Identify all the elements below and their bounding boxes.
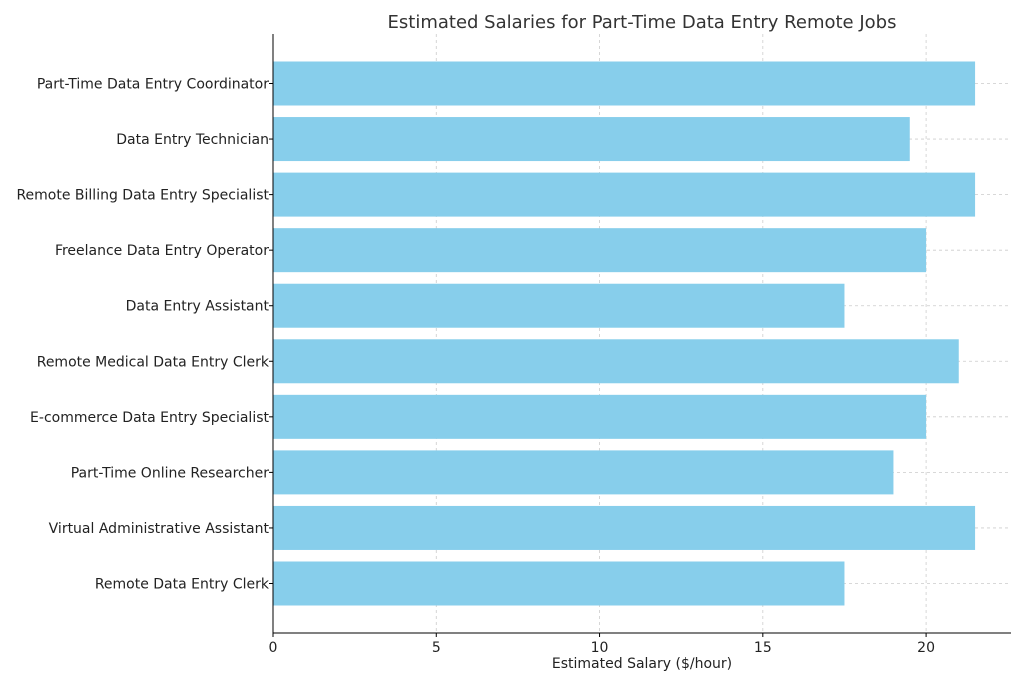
x-tick-label: 5 [432,640,441,656]
x-tick-label: 0 [269,640,278,656]
bar [273,61,976,106]
x-tick-label: 10 [591,640,609,656]
y-tick-label: Part-Time Online Researcher [71,465,270,481]
bar [273,172,976,217]
x-tick-label: 20 [917,640,935,656]
y-tick-label: Freelance Data Entry Operator [55,243,269,259]
bar [273,561,845,606]
x-tick-label: 15 [754,640,772,656]
bar [273,339,959,384]
y-tick-label: Data Entry Assistant [126,299,270,315]
y-tick-label: Data Entry Technician [116,132,269,148]
y-tick-label: Part-Time Data Entry Coordinator [37,77,269,93]
x-axis-label: Estimated Salary ($/hour) [552,656,732,672]
bar [273,450,894,495]
bars-layer [273,61,976,606]
y-tick-label: Virtual Administrative Assistant [49,521,270,537]
bar [273,394,927,439]
bar [273,505,976,550]
y-tick-label: Remote Medical Data Entry Clerk [37,354,270,370]
bar [273,117,910,162]
y-tick-label: Remote Billing Data Entry Specialist [16,188,269,204]
axes-layer [272,34,1011,634]
ticks-layer: Part-Time Data Entry Coordinator Data Ent… [16,77,935,657]
y-tick-label: Remote Data Entry Clerk [95,577,270,593]
bar [273,228,927,273]
y-tick-label: E-commerce Data Entry Specialist [30,410,269,426]
bar [273,283,845,328]
chart-title: Estimated Salaries for Part-Time Data En… [388,12,897,33]
